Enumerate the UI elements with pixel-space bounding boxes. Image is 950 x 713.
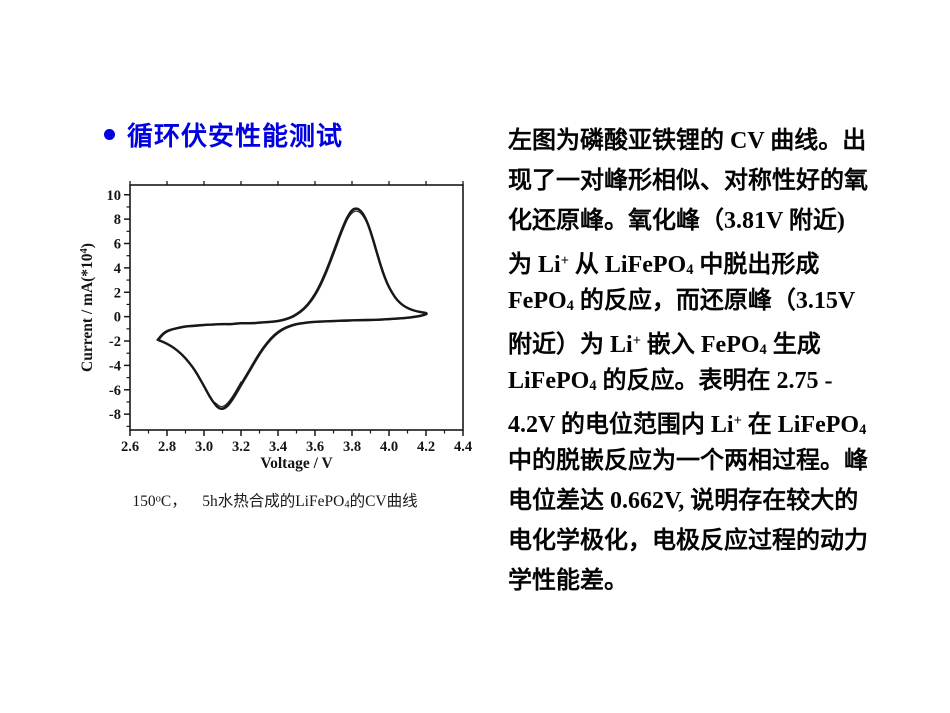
text-run: 在 LiFePO [741,411,860,438]
x-tick-label: 4.0 [380,439,398,455]
superscript-run: + [632,333,641,349]
x-tick-label: 4.2 [417,439,435,455]
text-line: 为 Li+ 从 LiFePO4 中脱出形成 [508,241,940,281]
x-tick-label: 4.4 [454,439,472,455]
y-tick-label: 0 [114,310,121,326]
x-axis-title: Voltage / V [260,455,333,472]
description-text: 左图为磷酸亚铁锂的 CV 曲线。出 现了一对峰形相似、对称性好的氧 化还原峰。氧化峰… [508,121,940,601]
text-line: 化还原峰。氧化峰（3.81V 附近) [508,201,940,241]
text-run: 电位差达 0.662V, 说明存在较大的 [508,488,859,514]
y-axis-title: Current / mA(*104) [79,243,96,372]
text-run: 化还原峰。氧化峰（3.81V 附近) [508,208,845,234]
text-line: 电化学极化，电极反应过程的动力 [508,521,940,561]
text-line: 附近）为 Li+ 嵌入 FePO4 生成 [508,321,940,361]
y-tick-label: -6 [109,383,121,399]
bullet-icon [104,129,115,140]
text-run: 左图为磷酸亚铁锂的 CV 曲线。出 [508,128,867,154]
text-line: LiFePO4 的反应。表明在 2.75 - [508,361,940,401]
text-run: 电化学极化，电极反应过程的动力 [508,528,868,554]
subscript-run: 4 [344,499,350,511]
x-tick-label: 2.8 [158,439,176,455]
superscript-run: + [733,413,742,429]
cv-curve [156,207,428,410]
text-run: 从 LiFePO [568,251,687,278]
text-run: 中脱出形成 [693,251,820,278]
text-line: FePO4 的反应，而还原峰（3.15V [508,281,940,321]
subscript-run: 4 [686,262,694,279]
text-run: 现了一对峰形相似、对称性好的氧 [508,168,868,194]
text-run: LiFePO [508,368,590,394]
superscript-run: o [155,493,161,505]
slide-title: 循环伏安性能测试 [104,116,343,153]
text-run: 的反应，而还原峰（3.15V [573,288,856,314]
cv-main-loop [156,207,428,410]
y-tick-label: 4 [114,261,121,277]
y-tick-label: -8 [109,407,121,423]
overlap-anodic [332,210,370,256]
text-run: 学性能差。 [508,568,628,594]
x-tick-label: 3.2 [232,439,250,455]
x-tick-label: 3.8 [343,439,361,455]
subscript-run: 4 [759,342,767,359]
text-run: 中的脱嵌反应为一个两相过程。峰 [508,448,868,474]
text-run: 的CV曲线 [349,493,418,510]
cv-figure: 2.6 2.8 3.0 3.2 3.4 3.6 3.8 4.0 4.2 4.4 -8 -6 -4 -2 0 2… [75,180,475,511]
overlap-cathodic [214,381,242,408]
plot-frame [129,184,464,431]
text-run: 生成 [766,331,821,358]
cv-chart: 2.6 2.8 3.0 3.2 3.4 3.6 3.8 4.0 4.2 4.4 -8 -6 -4 -2 0 2… [79,181,472,472]
x-tick-label: 3.6 [306,439,324,455]
text-run: 为 Li [508,251,561,278]
text-run: 嵌入 FePO [640,331,760,358]
x-tick-label: 3.4 [269,439,287,455]
y-tick-label: 10 [107,188,122,204]
text-line: 学性能差。 [508,561,940,601]
text-line: 电位差达 0.662V, 说明存在较大的 [508,481,940,521]
subscript-run: 4 [566,298,574,315]
superscript-run: + [560,253,569,269]
subscript-run: 4 [589,378,597,395]
figure-caption: 150oC， 5h水热合成的LiFePO4的CV曲线 [75,489,475,511]
text-line: 中的脱嵌反应为一个两相过程。峰 [508,441,940,481]
text-line: 4.2V 的电位范围内 Li+ 在 LiFePO4 [508,401,940,441]
y-tick-label: 2 [114,285,121,301]
text-line: 左图为磷酸亚铁锂的 CV 曲线。出 [508,121,940,161]
y-tick-label: 6 [114,237,121,253]
text-run: 附近）为 Li [508,331,633,358]
y-tick-label: -2 [109,334,121,350]
subscript-run: 4 [859,422,867,439]
text-run: 4.2V 的电位范围内 Li [508,411,734,438]
text-line: 现了一对峰形相似、对称性好的氧 [508,161,940,201]
y-tick-label: 8 [114,212,121,228]
text-run: C， 5h水热合成的LiFePO [160,493,345,510]
y-tick-label: -4 [109,358,121,374]
chart-axes: 2.6 2.8 3.0 3.2 3.4 3.6 3.8 4.0 4.2 4.4 -8 -6 -4 -2 0 2… [79,181,472,472]
x-tick-label: 3.0 [195,439,213,455]
text-run: FePO [508,288,567,314]
text-run: 150 [132,493,156,510]
cv-cycle-echo [158,208,428,410]
text-run: 的反应。表明在 2.75 - [596,368,833,394]
title-text: 循环伏安性能测试 [127,121,344,151]
x-tick-label: 2.6 [121,439,139,455]
